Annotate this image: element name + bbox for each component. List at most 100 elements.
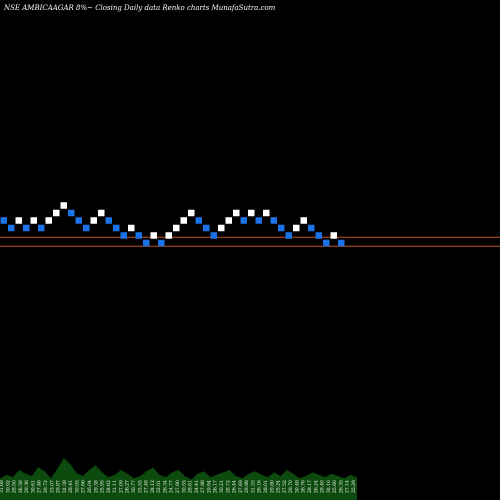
- volume-label: 30.10: [326, 480, 332, 493]
- renko-brick: [158, 239, 165, 247]
- renko-brick: [233, 209, 240, 217]
- renko-brick: [30, 217, 37, 224]
- renko-brick: [150, 232, 157, 239]
- volume-label: 29.87: [56, 480, 62, 493]
- volume-label: 30.61: [30, 480, 36, 493]
- volume-label: 29.72: [43, 480, 49, 493]
- volume-label: 30.05: [74, 480, 80, 493]
- volume-label: 29.80: [269, 480, 275, 493]
- volume-label: 27.09: [118, 480, 124, 493]
- renko-brick: [105, 217, 112, 224]
- volume-label: 26.34: [162, 480, 168, 493]
- volume-label: 29.94: [206, 480, 212, 493]
- volume-label: 27.48: [144, 480, 150, 493]
- renko-brick: [195, 217, 202, 224]
- renko-brick: [165, 232, 172, 239]
- volume-label: 29.38: [93, 480, 99, 493]
- volume-label: 26.58: [18, 480, 24, 493]
- volume-label: 24.77: [169, 480, 175, 493]
- renko-brick: [225, 217, 232, 224]
- volume-label: 26.24: [313, 480, 319, 493]
- renko-brick: [285, 232, 292, 239]
- volume-label: 31.68: [0, 480, 5, 493]
- renko-brick: [8, 224, 15, 232]
- volume-label: 28.01: [263, 480, 269, 493]
- renko-brick: [330, 232, 337, 239]
- volume-labels: 31.68 30.92 28.50 26.58 29.36 30.61 27.46 29.72…: [0, 480, 357, 493]
- renko-brick: [45, 217, 52, 224]
- volume-label: 26.27: [125, 480, 131, 493]
- volume-label: 25.95: [100, 480, 106, 493]
- volume-label: 26.44: [232, 480, 238, 493]
- volume-label: 28.41: [68, 480, 74, 493]
- renko-brick: [338, 239, 345, 247]
- volume-label: 26.16: [257, 480, 263, 493]
- volume-label: 30.92: [5, 480, 11, 493]
- renko-brick: [75, 217, 82, 224]
- volume-label: 26.04: [87, 480, 93, 493]
- renko-brick: [188, 209, 195, 217]
- volume-label: 30.48: [294, 480, 300, 493]
- volume-label: 28.17: [307, 480, 313, 493]
- renko-brick: [98, 209, 105, 217]
- volume-label: 33.07: [49, 480, 55, 493]
- volume-label: 29.88: [244, 480, 250, 493]
- renko-brick: [210, 232, 217, 239]
- renko-brick: [23, 224, 30, 232]
- reference-lines: [0, 236, 500, 247]
- volume-series: [0, 458, 357, 500]
- volume-label: 28.72: [225, 480, 231, 493]
- volume-label: 27.52: [282, 480, 288, 493]
- renko-brick: [218, 224, 225, 232]
- volume-label: 29.36: [24, 480, 30, 493]
- volume-label: 27.88: [200, 480, 206, 493]
- volume-label: 26.35: [338, 480, 344, 493]
- volume-label: 27.80: [175, 480, 181, 493]
- renko-brick: [308, 224, 315, 232]
- volume-label: 26.76: [301, 480, 307, 493]
- renko-brick: [248, 209, 255, 217]
- volume-label: 29.12: [150, 480, 156, 493]
- renko-brick: [180, 217, 187, 224]
- renko-brick: [315, 232, 322, 239]
- volume-label: 25.29: [351, 480, 357, 493]
- volume-label: 25.60: [332, 480, 338, 493]
- volume-label: 27.66: [81, 480, 87, 493]
- renko-brick: [173, 224, 180, 232]
- renko-brick: [0, 217, 7, 224]
- volume-label: 31.33: [250, 480, 256, 493]
- renko-brick: [90, 217, 97, 224]
- renko-brick: [135, 232, 142, 239]
- volume-label: 27.46: [37, 480, 43, 493]
- renko-brick: [83, 224, 90, 232]
- renko-brick: [293, 224, 300, 232]
- volume-label: 26.17: [213, 480, 219, 493]
- volume-label: 27.69: [238, 480, 244, 493]
- volume-label: 25.55: [137, 480, 143, 493]
- renko-brick: [323, 239, 330, 247]
- renko-brick: [278, 224, 285, 232]
- renko-brick: [120, 232, 127, 239]
- renko-brick: [113, 224, 120, 232]
- volume-area: [0, 458, 357, 500]
- volume-label: 24.41: [194, 480, 200, 493]
- renko-brick: [255, 217, 262, 224]
- volume-label: 30.55: [181, 480, 187, 493]
- renko-brick: [143, 239, 150, 247]
- volume-label: 32.38: [62, 480, 68, 493]
- volume-label: 28.61: [188, 480, 194, 493]
- volume-label: 30.21: [219, 480, 225, 493]
- renko-brick: [263, 209, 270, 217]
- volume-label: 32.01: [156, 480, 162, 493]
- volume-label: 30.77: [131, 480, 137, 493]
- renko-brick: [128, 224, 135, 232]
- renko-brick: [68, 209, 75, 217]
- volume-label: 27.14: [345, 480, 351, 493]
- volume-label: 28.62: [106, 480, 112, 493]
- renko-brick: [240, 217, 247, 224]
- volume-label: 29.70: [288, 480, 294, 493]
- renko-brick: [53, 209, 60, 217]
- renko-brick: [300, 217, 307, 224]
- renko-brick: [38, 224, 45, 232]
